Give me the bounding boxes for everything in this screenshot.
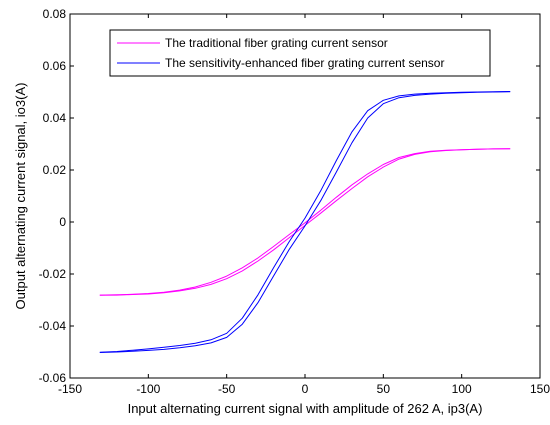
y-tick-label: 0.08 [43,7,67,21]
legend-label-traditional: The traditional fiber grating current se… [165,36,388,50]
x-tick-label: 150 [530,382,550,396]
axis-ticks [69,13,541,379]
x-tick-label: 100 [452,382,472,396]
y-tick-label: 0.02 [43,163,67,177]
y-tick-label: -0.06 [39,371,67,385]
x-tick-label: 50 [377,382,391,396]
y-tick-labels: -0.06 -0.04 -0.02 0 0.02 0.04 0.06 0.08 [39,7,67,385]
y-tick-label: -0.04 [39,319,67,333]
legend-box [109,29,491,77]
x-tick-label: -100 [136,382,160,396]
x-tick-labels: -150 -100 -50 0 50 100 150 [58,382,550,396]
legend-label-enhanced: The sensitivity-enhanced fiber grating c… [165,56,444,70]
series-line-sensitivity-enhanced-lower [99,91,511,353]
legend: The traditional fiber grating current se… [109,29,491,77]
y-tick-label: -0.02 [39,267,67,281]
y-axis-label: Output alternating current signal, io3(A… [13,83,28,310]
series-sensitivity-enhanced [99,91,511,353]
x-tick-label: -150 [58,382,82,396]
series-line-sensitivity-enhanced-upper [99,91,511,353]
x-tick-label: 0 [302,382,309,396]
x-tick-label: -50 [218,382,236,396]
x-axis-label: Input alternating current signal with am… [128,401,483,416]
y-tick-label: 0.06 [43,59,67,73]
y-tick-label: 0 [59,215,66,229]
series-layer [99,91,511,353]
y-tick-label: 0.04 [43,111,67,125]
